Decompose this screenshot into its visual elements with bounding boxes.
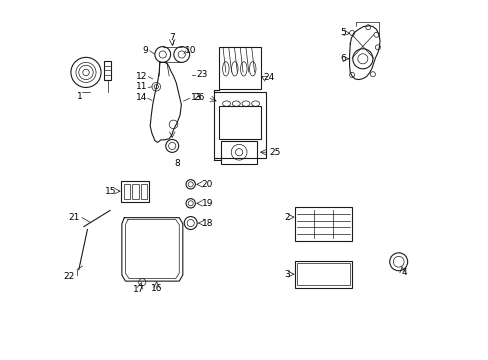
- Text: 3: 3: [284, 270, 290, 279]
- Text: 26: 26: [193, 93, 204, 102]
- Text: 20: 20: [201, 180, 212, 189]
- Bar: [221, 140, 257, 164]
- Bar: [297, 263, 349, 285]
- Bar: [104, 60, 111, 80]
- Bar: [294, 207, 351, 241]
- Text: 9: 9: [142, 46, 148, 55]
- Text: 21: 21: [68, 213, 80, 222]
- Text: 14: 14: [135, 93, 146, 102]
- Text: 12: 12: [136, 72, 147, 81]
- Text: 10: 10: [184, 46, 196, 55]
- Bar: [219, 107, 260, 139]
- Text: 16: 16: [151, 284, 162, 293]
- Text: 11: 11: [136, 82, 147, 91]
- Text: 8: 8: [174, 159, 180, 168]
- Bar: [121, 181, 149, 202]
- Text: 7: 7: [168, 33, 174, 42]
- Bar: [132, 184, 139, 199]
- Text: 25: 25: [269, 148, 281, 157]
- Text: 5: 5: [339, 28, 345, 37]
- Text: 4: 4: [401, 268, 407, 277]
- Text: 13: 13: [190, 93, 202, 102]
- Bar: [123, 184, 130, 199]
- Text: 22: 22: [63, 272, 74, 281]
- Bar: [214, 92, 265, 158]
- Text: 15: 15: [105, 186, 116, 195]
- Text: 18: 18: [201, 219, 213, 228]
- Text: 6: 6: [339, 54, 345, 63]
- Bar: [219, 47, 260, 89]
- Bar: [294, 261, 351, 288]
- Text: 2: 2: [284, 213, 290, 222]
- Bar: [141, 184, 147, 199]
- Text: 24: 24: [263, 73, 274, 82]
- Text: 23: 23: [196, 70, 207, 79]
- Text: 19: 19: [201, 199, 213, 208]
- Text: 17: 17: [133, 285, 144, 294]
- Text: 1: 1: [77, 92, 82, 101]
